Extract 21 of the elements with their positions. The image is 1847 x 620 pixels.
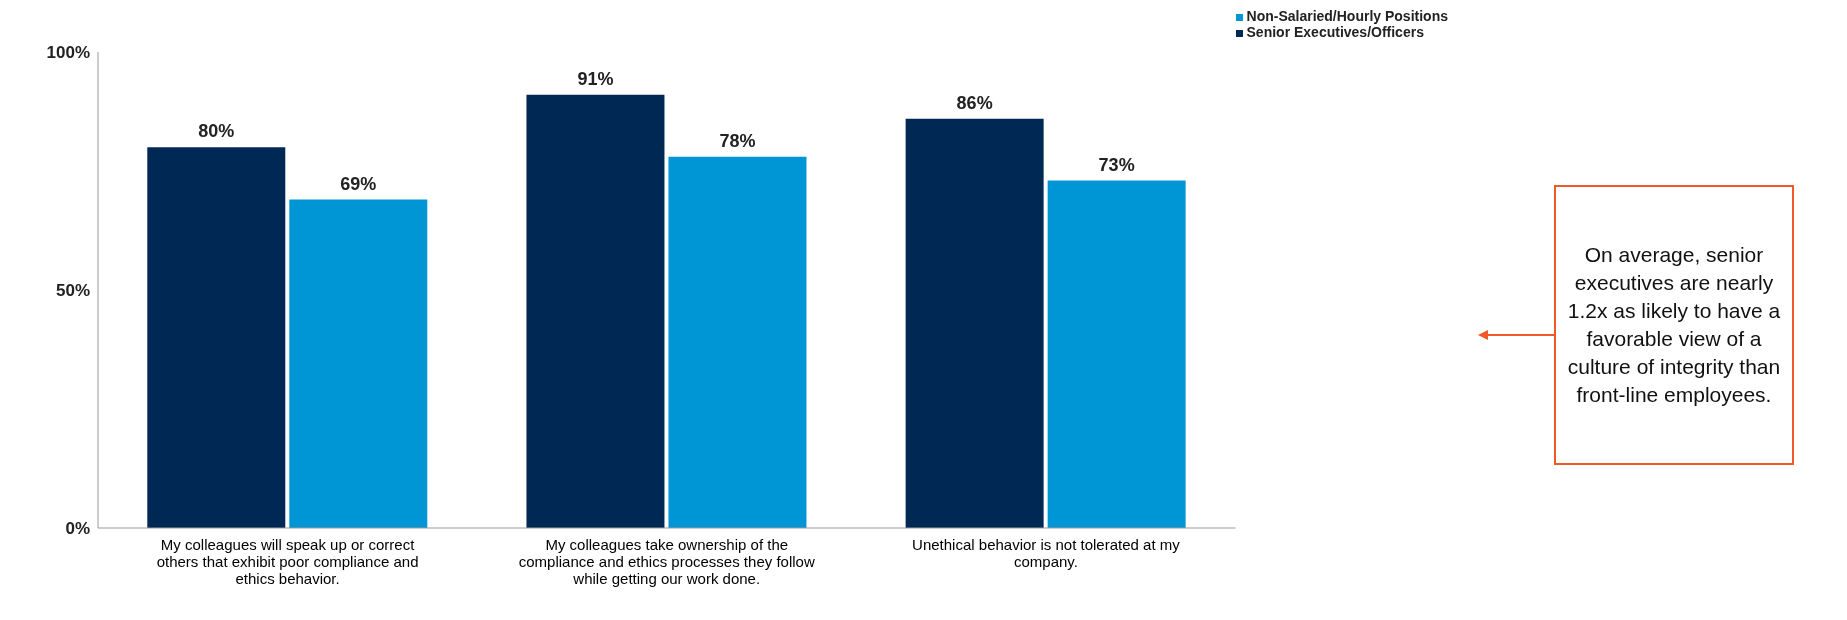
data-label: 73% (1098, 154, 1135, 175)
y-tick-label: 50% (55, 281, 90, 301)
callout-box: On average, senior executives are nearly 1.2x as likely to have a favorable view of a culture of integrity than front-line employees. (1554, 185, 1794, 465)
y-tick-label: 0% (65, 519, 90, 539)
data-label: 86% (956, 92, 993, 113)
data-label: 69% (340, 173, 377, 194)
x-tick-label: Unethical behavior is not tolerated at my company. (912, 536, 1181, 570)
x-tick-label: My colleagues take ownership of the compliance and ethics processes they follow while getting our work done. (518, 536, 815, 587)
bar (668, 156, 807, 528)
bar (1047, 180, 1186, 528)
x-tick-label: My colleagues will speak up or correct others that exhibit poor compliance and ethics behavior. (156, 536, 419, 587)
bar (526, 94, 665, 528)
data-label: 78% (719, 130, 756, 151)
bar (147, 147, 286, 528)
legend-label: Senior Executives/Officers (1246, 24, 1424, 40)
bar (905, 118, 1044, 528)
bar (289, 199, 428, 528)
data-label: 80% (198, 121, 235, 142)
y-tick-label: 100% (46, 43, 90, 63)
data-label: 91% (577, 68, 614, 89)
legend-label: Non-Salaried/Hourly Positions (1246, 8, 1448, 24)
